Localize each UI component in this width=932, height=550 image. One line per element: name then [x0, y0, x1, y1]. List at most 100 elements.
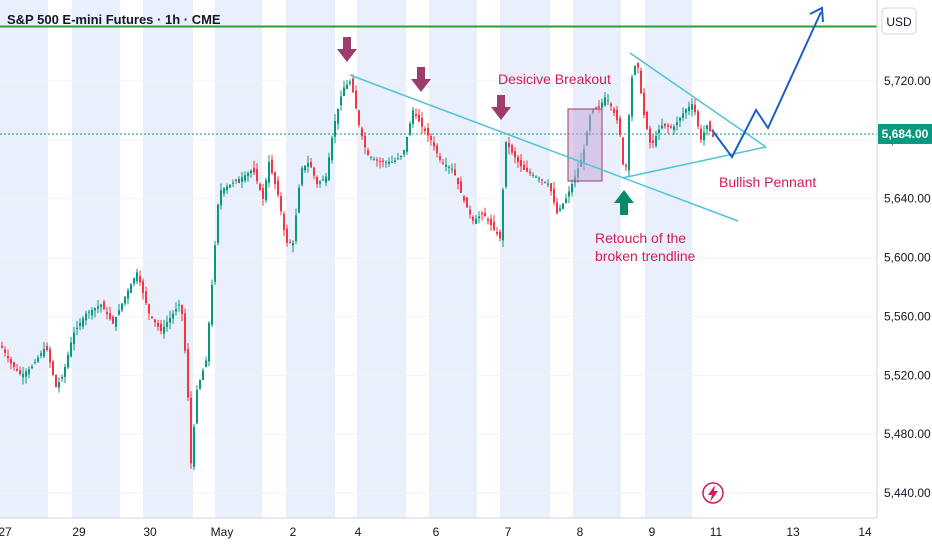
candle-body — [352, 78, 354, 93]
candle-body — [610, 103, 612, 107]
time-tick-label: 30 — [143, 525, 157, 539]
candle-body — [139, 275, 141, 283]
candle-body — [688, 106, 690, 112]
time-axis[interactable]: 27 29 30 May 2 4 6 7 8 9 11 13 14 — [0, 517, 877, 539]
time-tick-label: 2 — [290, 525, 297, 539]
candle-body — [706, 125, 708, 130]
candle-body — [319, 181, 321, 184]
annotation-breakout: Desicive Breakout — [498, 71, 611, 87]
projected-path — [711, 11, 822, 159]
arrow-down-icon — [491, 95, 511, 120]
candle-body — [244, 175, 246, 181]
candle-body — [565, 198, 567, 203]
candle-body — [241, 177, 243, 182]
candle-body — [478, 216, 480, 219]
candle-body — [169, 317, 171, 323]
candle-body — [493, 221, 495, 230]
candle-body — [391, 161, 393, 163]
candle-body — [271, 159, 273, 173]
candle-body — [355, 90, 357, 109]
candle-body — [613, 109, 615, 113]
candle-body — [325, 176, 327, 183]
candle-body — [310, 162, 312, 168]
price-tick-label: 5,480.00 — [884, 427, 931, 441]
candle-body — [214, 245, 216, 282]
candle-body — [463, 196, 465, 201]
candle-body — [700, 128, 702, 140]
candle-body — [424, 128, 426, 132]
candle-body — [232, 182, 234, 184]
candle-body — [79, 322, 81, 326]
price-gridlines — [0, 80, 877, 494]
candle-body — [88, 311, 90, 313]
candle-body — [190, 397, 192, 464]
time-tick-label: 13 — [786, 525, 800, 539]
candle-body — [598, 106, 600, 108]
candle-body — [571, 184, 573, 193]
candle-body — [85, 313, 87, 321]
candle-body — [400, 156, 402, 158]
candle-body — [58, 382, 60, 388]
candle-body — [73, 332, 75, 345]
candle-body — [409, 123, 411, 136]
lightning-icon[interactable] — [702, 482, 724, 504]
candle-body — [562, 203, 564, 209]
price-tick-label: 5,560.00 — [884, 309, 931, 323]
candle-body — [523, 164, 525, 170]
candle-body — [193, 426, 195, 467]
candle-body — [628, 115, 630, 171]
candle-body — [697, 111, 699, 127]
candle-body — [631, 77, 633, 117]
candle-body — [625, 165, 627, 167]
candle-body — [382, 160, 384, 162]
candle-body — [250, 170, 252, 174]
price-tick-label: 5,720.00 — [884, 74, 931, 88]
candle-body — [235, 179, 237, 181]
candle-body — [130, 284, 132, 294]
price-axis[interactable]: USD 5,720.005,680.005,640.005,600.005,56… — [876, 0, 932, 518]
candle-body — [136, 272, 138, 282]
candle-body — [499, 231, 501, 239]
session-shading — [0, 0, 692, 518]
candle-body — [43, 348, 45, 357]
candle-body — [283, 214, 285, 231]
candle-body — [97, 306, 99, 309]
candle-body — [238, 179, 240, 183]
candle-body — [685, 109, 687, 113]
time-tick-label: 11 — [710, 525, 723, 539]
candle-body — [646, 111, 648, 129]
candle-body — [622, 137, 624, 165]
candle-body — [37, 357, 39, 362]
candle-body — [385, 161, 387, 163]
session-band — [357, 0, 406, 518]
candle-body — [367, 150, 369, 156]
candle-body — [301, 168, 303, 185]
candle-body — [703, 132, 705, 141]
candle-body — [247, 172, 249, 177]
candle-body — [373, 158, 375, 160]
candle-body — [490, 218, 492, 226]
candle-body — [553, 188, 555, 203]
candle-body — [454, 169, 456, 176]
session-band — [429, 0, 477, 518]
candle-body — [46, 345, 48, 350]
price-tick-label: 5,600.00 — [884, 251, 931, 265]
candle-body — [157, 322, 159, 327]
arrow-up-icon — [614, 190, 634, 215]
last-price-badge — [878, 123, 932, 144]
candle-body — [10, 358, 12, 364]
candle-body — [469, 209, 471, 215]
candle-body — [607, 99, 609, 101]
candle-body — [142, 280, 144, 293]
candle-body — [259, 184, 261, 190]
arrow-down-icon — [411, 67, 431, 92]
candle-body — [280, 196, 282, 212]
candle-body — [16, 368, 18, 371]
candle-body — [262, 188, 264, 199]
candle-body — [133, 278, 135, 284]
currency-button[interactable] — [881, 7, 917, 35]
candle-body — [226, 186, 228, 191]
candle-body — [148, 304, 150, 314]
